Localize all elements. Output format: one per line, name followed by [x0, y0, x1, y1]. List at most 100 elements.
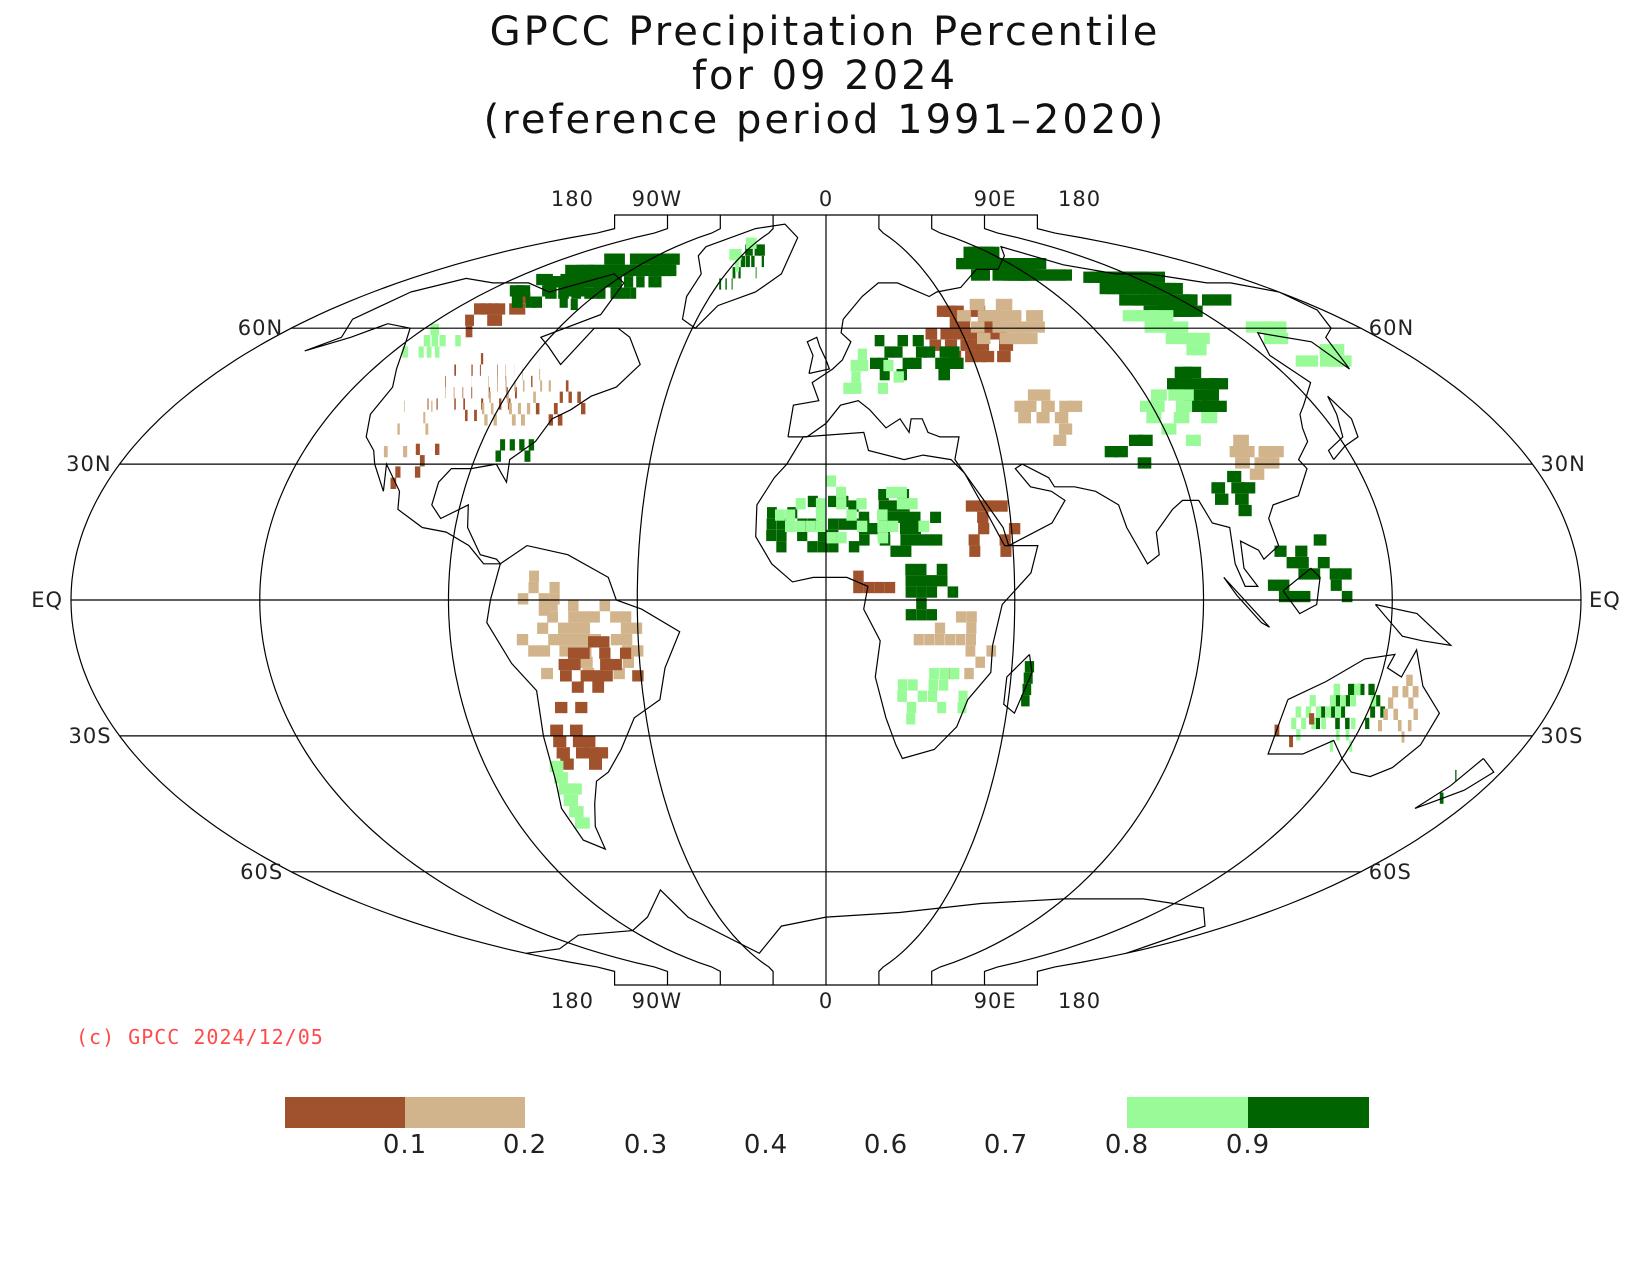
percentile-cell: [815, 509, 826, 521]
coastline: [304, 273, 641, 565]
percentile-cell: [1007, 332, 1022, 345]
percentile-cell: [1289, 590, 1300, 603]
percentile-cell: [975, 500, 988, 512]
percentile-cell: [857, 348, 867, 360]
percentile-cell: [531, 375, 533, 388]
percentile-cell: [500, 439, 506, 451]
percentile-cell: [978, 523, 990, 535]
title-line-2: for 09 2024: [691, 53, 959, 99]
percentile-cell: [1330, 579, 1342, 591]
percentile-cell: [1186, 344, 1207, 356]
percentile-cell: [1239, 446, 1255, 458]
percentile-cell: [1018, 412, 1031, 424]
percentile-cell: [1278, 579, 1290, 591]
percentile-cell: [986, 500, 998, 512]
percentile-cell: [480, 353, 484, 365]
percentile-cell: [1019, 269, 1043, 281]
percentile-cell: [495, 303, 506, 315]
percentile-cell: [883, 359, 894, 372]
percentile-cell: [817, 529, 829, 542]
longitude-label-bottom: 90W: [632, 989, 683, 1013]
percentile-cell: [1264, 457, 1280, 469]
percentile-cell: [1289, 735, 1293, 748]
percentile-cell: [1138, 434, 1153, 446]
percentile-cell: [930, 511, 942, 523]
percentile-cell: [877, 520, 888, 532]
percentile-cell: [766, 529, 777, 542]
percentile-cell: [522, 380, 525, 392]
percentile-cell: [776, 541, 787, 553]
percentile-cell: [579, 622, 590, 634]
percentile-cell: [425, 423, 429, 435]
percentile-cell: [1309, 713, 1315, 725]
percentile-cell: [731, 278, 733, 290]
percentile-cell: [585, 747, 599, 759]
percentile-cell: [1227, 470, 1242, 483]
percentile-cell: [1192, 400, 1209, 412]
percentile-cell: [997, 350, 1011, 363]
legend-tick-label: 0.4: [743, 1130, 789, 1160]
latitude-label-left: 60S: [240, 860, 283, 884]
percentile-cell: [1299, 590, 1311, 603]
percentile-cell: [1286, 557, 1299, 569]
percentile-cell: [966, 634, 976, 646]
percentile-cell: [465, 314, 474, 326]
percentile-cell: [524, 450, 531, 462]
percentile-cell: [1315, 706, 1322, 718]
percentile-cell: [538, 593, 550, 605]
percentile-cell: [1263, 332, 1289, 345]
percentile-cell: [667, 264, 677, 277]
percentile-cell: [1188, 332, 1210, 345]
percentile-cell: [575, 701, 588, 714]
percentile-cell: [1005, 310, 1022, 322]
percentile-cell: [581, 656, 593, 668]
percentile-cell: [511, 414, 516, 426]
percentile-cell: [439, 335, 446, 347]
percentile-cell: [650, 264, 661, 277]
percentile-cell: [968, 534, 980, 546]
percentile-cell: [390, 477, 397, 489]
percentile-cell: [1238, 504, 1252, 517]
percentile-cell: [597, 287, 606, 299]
coastline: [1223, 576, 1270, 628]
percentile-cell: [965, 500, 978, 512]
longitude-label-top: 180: [1058, 187, 1101, 211]
percentile-cell: [917, 690, 928, 702]
percentile-cell: [916, 586, 927, 598]
percentile-cell: [558, 622, 569, 634]
percentile-cell: [848, 541, 860, 553]
percentile-cell: [785, 509, 796, 521]
percentile-cell: [785, 520, 796, 532]
percentile-cell: [846, 509, 857, 521]
percentile-cell: [590, 670, 603, 682]
percentile-cell: [538, 604, 550, 616]
percentile-cell: [776, 518, 787, 530]
percentile-cell: [745, 237, 757, 249]
percentile-cell: [745, 255, 750, 268]
percentile-cell: [815, 520, 826, 532]
percentile-cell: [1054, 412, 1069, 424]
percentile-cell: [975, 339, 990, 351]
percentile-cell: [908, 679, 918, 691]
legend-swatch-very-wet: [1248, 1097, 1369, 1128]
percentile-cell: [1229, 446, 1245, 458]
percentile-cell: [909, 511, 921, 523]
percentile-cell: [487, 314, 496, 326]
copyright-text: (c) GPCC 2024/12/05: [76, 1025, 324, 1049]
percentile-cell: [964, 667, 974, 680]
longitude-label-top: 90E: [974, 187, 1017, 211]
percentile-cell: [1132, 271, 1165, 283]
percentile-cell: [1329, 740, 1333, 752]
percentile-cell: [636, 276, 645, 288]
percentile-cell: [905, 563, 916, 576]
percentile-cell: [828, 541, 839, 553]
percentile-cell: [1301, 717, 1307, 730]
percentile-cell: [950, 305, 964, 317]
percentile-cell: [1167, 378, 1185, 390]
legend-tick-label: 0.2: [502, 1130, 548, 1160]
percentile-cell: [547, 611, 558, 623]
latitude-label-right: 30N: [1540, 452, 1585, 476]
percentile-cell: [719, 278, 722, 290]
percentile-cell: [1407, 720, 1412, 732]
